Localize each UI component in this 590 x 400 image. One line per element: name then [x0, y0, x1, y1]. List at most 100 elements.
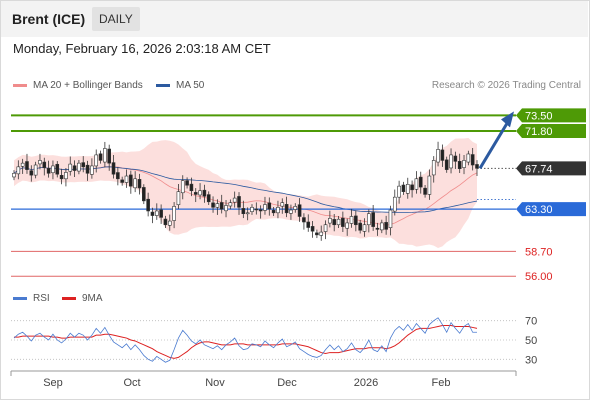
candle: [453, 151, 458, 169]
candle: [42, 157, 47, 176]
candle: [310, 220, 315, 238]
candles: [12, 141, 479, 241]
candle: [167, 214, 172, 231]
level-tag-bg: [516, 124, 586, 139]
candle-up: [245, 212, 250, 215]
candle: [46, 160, 51, 178]
candle-up: [263, 204, 267, 211]
candle: [206, 191, 211, 205]
candle: [410, 180, 414, 198]
candle: [142, 184, 146, 205]
candle-down: [440, 149, 445, 161]
candle-up: [33, 164, 38, 176]
x-tick-label: Dec: [277, 377, 297, 389]
level-label-56.00: 56.00: [525, 271, 553, 283]
candle-up: [380, 222, 384, 231]
candle: [397, 180, 401, 204]
candle-down: [219, 202, 224, 210]
candle: [68, 156, 73, 176]
candle: [85, 160, 90, 181]
legend-9ma: 9MA: [62, 293, 103, 304]
candle-up: [94, 154, 99, 167]
candle-down: [116, 172, 120, 180]
candle: [470, 148, 475, 171]
candle: [25, 153, 29, 174]
candle-down: [206, 194, 211, 203]
candle-down: [111, 162, 116, 175]
candle: [418, 171, 423, 194]
candle-up: [176, 191, 181, 206]
candle-up: [405, 184, 410, 194]
candle-down: [129, 174, 133, 187]
candle: [306, 214, 311, 232]
candle: [202, 184, 207, 203]
level-label-73.50: 73.50: [525, 110, 553, 122]
candle: [55, 161, 60, 178]
candle: [358, 219, 362, 234]
candle-up: [323, 224, 328, 232]
candle: [371, 204, 375, 231]
candle-up: [103, 148, 107, 163]
candle-down: [46, 168, 51, 174]
candle-up: [388, 209, 393, 228]
legend-rsi-label: RSI: [33, 293, 50, 304]
period-button[interactable]: DAILY: [92, 7, 140, 31]
candle-down: [271, 209, 276, 214]
candle-down: [59, 175, 64, 180]
candle: [423, 184, 427, 198]
candle: [180, 175, 185, 200]
candle: [228, 199, 233, 210]
candle: [146, 192, 150, 217]
candle-down: [341, 217, 345, 227]
candle: [367, 209, 371, 233]
candle-down: [107, 148, 111, 164]
candle-up: [431, 160, 436, 176]
candle-up: [293, 206, 298, 210]
candle: [29, 165, 34, 182]
candle-down: [81, 162, 86, 168]
candle: [293, 203, 298, 213]
candle: [401, 181, 406, 195]
candle: [219, 194, 224, 214]
candle-down: [371, 212, 375, 227]
candle-up: [172, 206, 176, 221]
candle-up: [328, 218, 332, 224]
level-label-63.30: 63.30: [525, 204, 553, 216]
candle: [198, 183, 202, 200]
candle: [289, 204, 293, 220]
candle: [33, 161, 38, 179]
projection-arrow-head: [501, 111, 514, 128]
legend-ma20-swatch: [13, 84, 27, 87]
candle-down: [358, 222, 362, 231]
candle-up: [336, 218, 341, 226]
candle: [302, 213, 306, 230]
legend-rsi: RSI: [13, 293, 50, 304]
candle: [103, 141, 107, 168]
candle-down: [29, 170, 34, 176]
candle: [72, 160, 77, 178]
candle-up: [367, 213, 371, 226]
candle-down: [159, 209, 163, 218]
legend-9ma-swatch: [62, 297, 76, 300]
legend-rsi-swatch: [13, 297, 27, 300]
candle-up: [180, 180, 185, 194]
level-tag-bg: [516, 108, 586, 123]
candle-up: [466, 153, 471, 163]
candle: [362, 218, 367, 237]
candle: [150, 207, 155, 224]
candle-up: [414, 178, 419, 190]
candle-down: [401, 184, 406, 192]
legend-ma50-label: MA 50: [176, 80, 205, 91]
candle: [64, 168, 68, 187]
candle-down: [354, 215, 358, 226]
candle-down: [42, 161, 47, 169]
candle: [120, 176, 124, 186]
candle-up: [51, 165, 55, 174]
candle: [172, 202, 176, 229]
timestamp: Monday, February 16, 2026 2:03:18 AM CET: [13, 41, 271, 56]
candle-up: [64, 172, 68, 180]
candle-down: [302, 217, 306, 223]
candle-up: [345, 222, 349, 229]
level-label-58.70: 58.70: [525, 246, 553, 258]
